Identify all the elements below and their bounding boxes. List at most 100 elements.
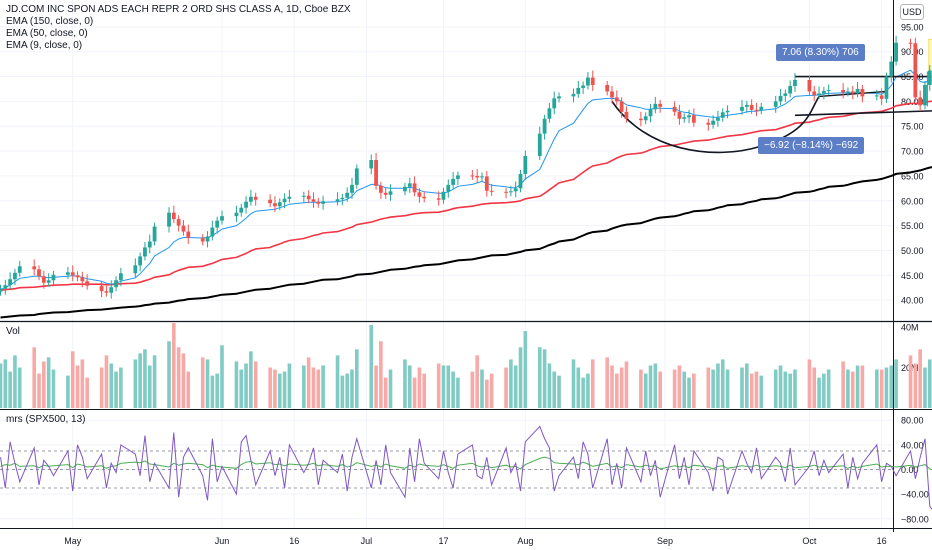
candle-body	[220, 216, 224, 221]
volume-bar	[412, 377, 417, 408]
volume-bar	[234, 361, 239, 408]
candle-body	[417, 192, 422, 197]
candle-body	[754, 109, 759, 111]
volume-bar	[186, 371, 191, 408]
volume-bar	[104, 355, 109, 408]
volume-bar	[908, 355, 913, 408]
price-tick-label: 40.00	[901, 296, 924, 306]
volume-bar	[311, 367, 316, 408]
volume-bar	[172, 323, 176, 408]
volume-bar	[417, 367, 422, 408]
candle-body	[711, 120, 716, 125]
legend-ema50[interactable]: EMA (50, close, 0)	[6, 28, 88, 39]
legend-ema9[interactable]: EMA (9, close, 0)	[6, 40, 83, 51]
price-candles	[0, 35, 932, 299]
volume-bar	[639, 369, 643, 408]
candle-body	[321, 201, 326, 204]
mrs-tick-label: 40.00	[901, 440, 924, 450]
candle-body	[118, 273, 123, 281]
currency-button[interactable]: USD	[900, 4, 924, 20]
candle-body	[744, 104, 749, 107]
candle-body	[643, 116, 648, 121]
candle-body	[114, 280, 118, 288]
volume-bar	[119, 367, 123, 408]
volume-bar	[42, 361, 46, 408]
volume-bar	[66, 375, 70, 408]
volume-bar	[518, 347, 523, 408]
legend-symbol[interactable]: JD.COM INC SPON ADS EACH REPR 2 ORD SHS …	[6, 4, 351, 15]
volume-bar	[181, 353, 186, 408]
volume-bar	[456, 377, 460, 408]
volume-bar	[778, 365, 783, 408]
volume-bar	[687, 377, 691, 408]
candle-body	[244, 201, 248, 208]
candle-body	[537, 133, 542, 157]
volume-bar	[860, 365, 865, 408]
candle-body	[143, 247, 147, 257]
candle-body	[508, 191, 513, 193]
volume-bar	[85, 377, 89, 408]
volume-bar	[643, 373, 648, 408]
candle-body	[614, 97, 619, 102]
volume-bar	[884, 367, 889, 408]
candle-body	[812, 91, 817, 95]
volume-bar	[817, 377, 821, 408]
volume-bar	[239, 369, 244, 408]
volume-bar	[436, 363, 441, 408]
volume-bar	[692, 373, 696, 408]
time-tick-label: Jun	[215, 536, 230, 546]
volume-bar	[918, 349, 922, 408]
candle-body	[706, 122, 711, 125]
volume-bar	[13, 355, 17, 408]
volume-bars	[0, 323, 932, 408]
volume-bar	[759, 375, 764, 408]
candle-body	[720, 112, 725, 118]
candle-body	[918, 97, 923, 106]
volume-bar	[383, 377, 388, 408]
volume-bar	[282, 371, 287, 408]
price-tick-label: 65.00	[901, 171, 924, 181]
candle-body	[200, 238, 205, 242]
candle-body	[793, 80, 797, 86]
candle-body	[470, 175, 475, 177]
volume-bar	[0, 363, 3, 408]
volume-bar	[273, 369, 277, 408]
volume-bar	[46, 357, 51, 408]
volume-bar	[441, 365, 446, 408]
mrs-tick-label: −40.00	[901, 490, 929, 500]
candle-body	[301, 195, 306, 197]
volume-bar	[711, 369, 715, 408]
volume-bar	[350, 369, 354, 408]
volume-bar	[210, 375, 215, 408]
candle-body	[504, 191, 508, 193]
volume-bar	[624, 361, 629, 408]
volume-bar	[523, 331, 528, 408]
candle-body	[422, 196, 427, 199]
legend-ema150[interactable]: EMA (150, close, 0)	[6, 16, 94, 27]
volume-bar	[109, 363, 114, 408]
volume-bar	[249, 351, 253, 408]
candle-body	[403, 186, 407, 192]
volume-bar	[205, 359, 210, 408]
candle-body	[234, 212, 239, 217]
mrs-tick-label: −80.00	[901, 514, 929, 524]
volume-bar	[605, 357, 609, 408]
candle-body	[407, 183, 412, 187]
volume-bar	[927, 359, 932, 408]
candle-body	[17, 266, 22, 273]
candle-body	[436, 198, 441, 200]
volume-bar	[557, 375, 561, 408]
volume-bar	[355, 349, 359, 408]
candle-body	[205, 236, 210, 242]
volume-bar	[485, 379, 489, 408]
candle-body	[552, 98, 557, 109]
candle-body	[374, 160, 378, 186]
candle-body	[46, 280, 51, 283]
volume-bar	[277, 373, 282, 408]
candle-body	[725, 110, 730, 113]
candle-body	[759, 106, 764, 111]
price-tick-label: 60.00	[901, 196, 924, 206]
candle-body	[778, 95, 783, 102]
candle-body	[277, 202, 282, 207]
volume-bar	[220, 345, 224, 408]
